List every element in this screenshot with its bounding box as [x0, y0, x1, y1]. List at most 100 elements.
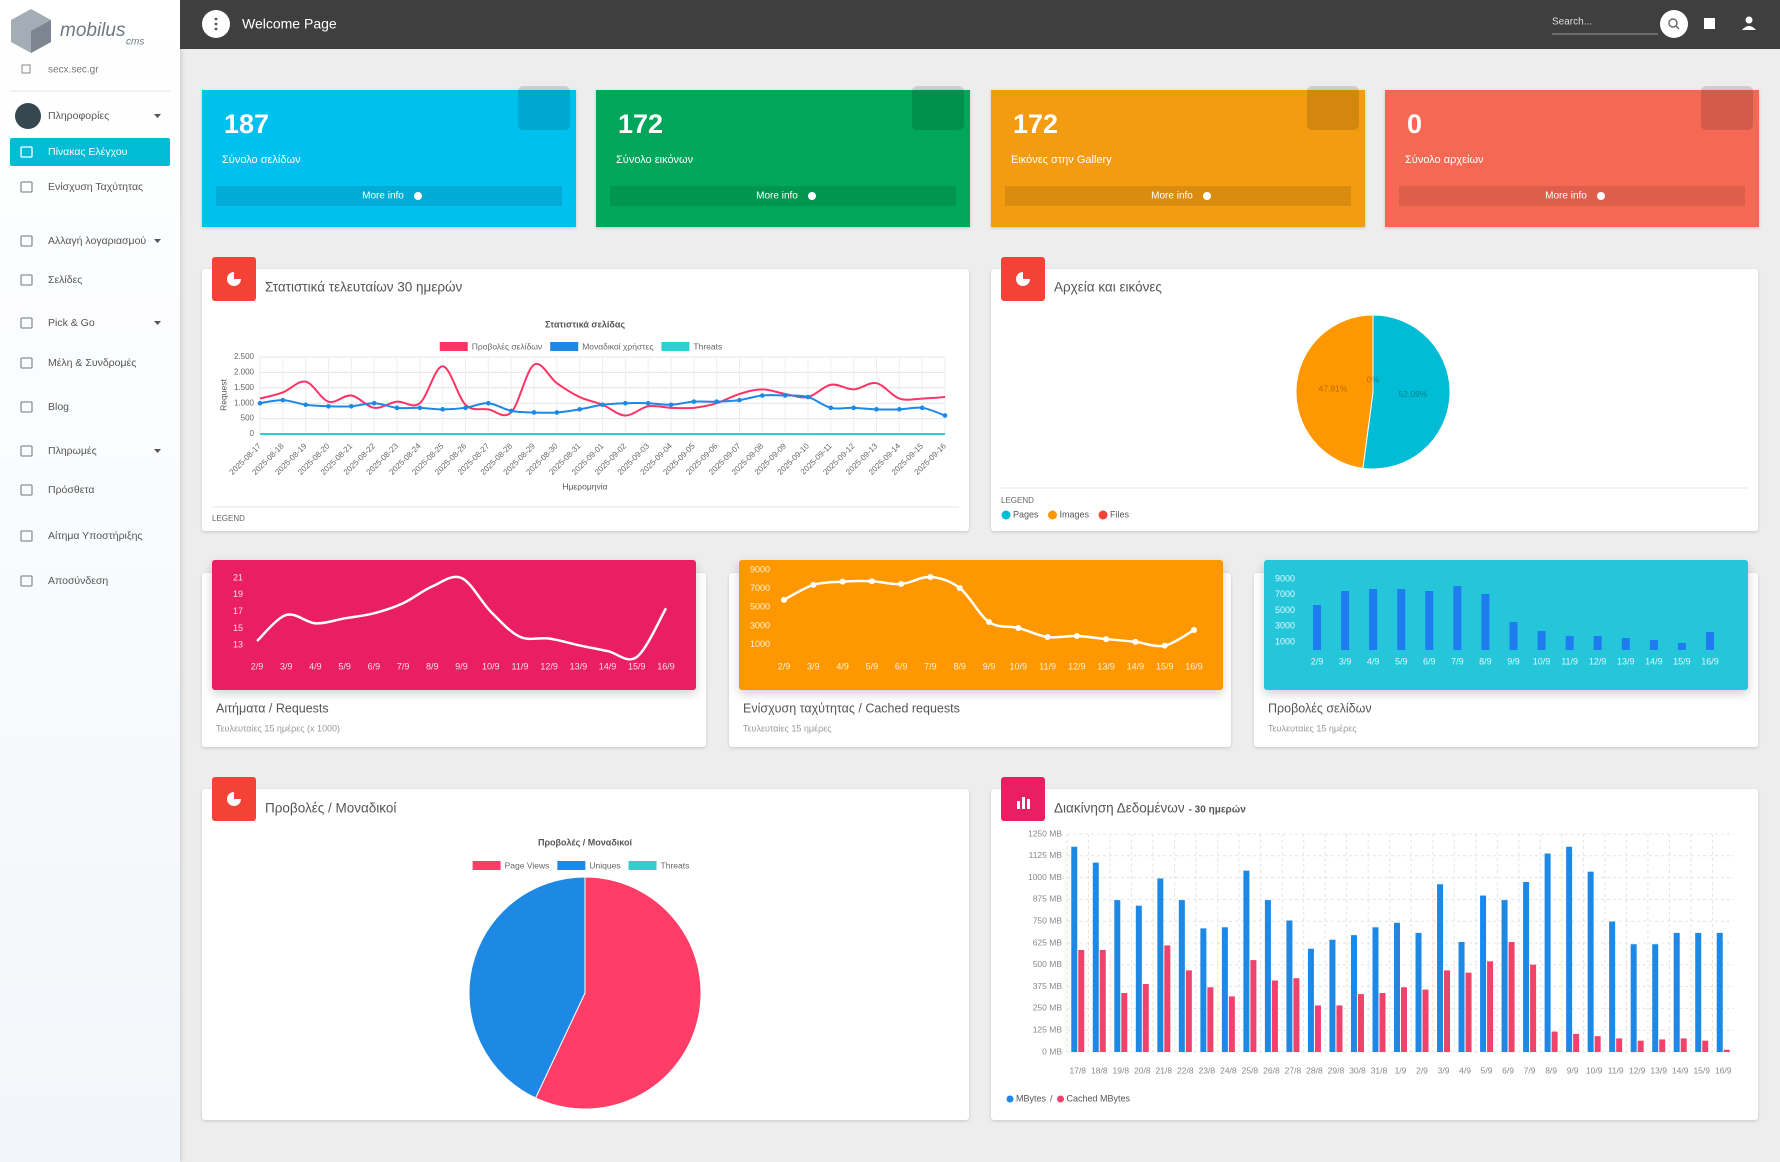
legend-dot [1098, 510, 1108, 520]
card-text: Ενίσχυση ταχύτητας / Cached requests Τευλ… [743, 701, 960, 733]
stat-box: 172 Σύνολο εικόνων More info [596, 86, 970, 227]
legend-label: Threats [661, 860, 690, 870]
more-info-icon [1203, 192, 1211, 200]
bar [1071, 846, 1078, 1052]
legend-dot [1001, 510, 1011, 520]
search-placeholder[interactable]: Search... [1552, 17, 1592, 28]
y-tick-label: 3000 [750, 620, 770, 630]
user-icon-body [1742, 26, 1756, 30]
bar [1673, 932, 1680, 1052]
legend-label: Threats [693, 341, 722, 351]
legend-dot [1057, 1095, 1065, 1103]
x-tick-label: 4/9 [1367, 656, 1380, 666]
x-tick-label: 20/8 [1134, 1065, 1151, 1075]
menu-label: Ενίσχυση Ταχύτητας [48, 181, 143, 193]
menu-label: Σελίδες [48, 274, 82, 286]
bar [1425, 590, 1434, 650]
bar [1078, 949, 1085, 1052]
bar [1652, 944, 1659, 1052]
logo-mark-face [31, 20, 51, 53]
card-chart: 13 15 17 19 21 2/9 3/9 4/9 5/9 6/9 7/9 8/9 9/9 10/9 11… [212, 560, 696, 690]
legend-label: Cached MBytes [1067, 1093, 1131, 1103]
x-tick-label: 10/9 [482, 661, 500, 671]
legend-label: Προβολές σελίδων [472, 341, 542, 351]
bar [1372, 927, 1379, 1052]
point [782, 393, 788, 398]
bar [1142, 983, 1149, 1052]
x-tick-label: 25/8 [1242, 1065, 1259, 1075]
card-title: Ενίσχυση ταχύτητας / Cached requests [743, 701, 960, 715]
menu-label: Πληρωμές [48, 445, 97, 457]
x-tick-label: 29/8 [1328, 1065, 1345, 1075]
x-tick-label: 7/9 [1451, 656, 1464, 666]
menu-item[interactable] [10, 393, 170, 421]
x-tick-label: 4/9 [309, 661, 322, 671]
x-tick-label: 5/9 [1395, 656, 1408, 666]
point [257, 400, 263, 406]
more-info-bar[interactable] [1399, 186, 1745, 206]
x-tick-label: 2/9 [1311, 656, 1324, 666]
more-info-bar[interactable] [1005, 186, 1351, 206]
x-tick-label: 14/9 [1645, 656, 1663, 666]
legend-title: LEGEND [212, 514, 245, 523]
x-tick-label: 24/8 [1220, 1065, 1237, 1075]
x-tick-label: 8/9 [426, 661, 439, 671]
chart-title: Στατιστικά σελίδας [545, 319, 625, 329]
search-button[interactable] [1660, 10, 1688, 38]
y-tick-label: 1.000 [234, 398, 255, 407]
point [303, 402, 308, 408]
bar [1401, 987, 1407, 1052]
x-tick-label: 3/9 [807, 661, 820, 671]
x-tick-label: 23/8 [1199, 1065, 1216, 1075]
point [691, 399, 697, 404]
panel-icon-glyph [1022, 797, 1025, 809]
menu-icon [20, 146, 33, 158]
x-tick-label: 16/9 [1701, 656, 1719, 666]
more-info-bar[interactable] [216, 186, 562, 206]
x-tick-label: 9/9 [455, 661, 468, 671]
bar [1228, 996, 1235, 1052]
menu-label: Blog [48, 401, 69, 413]
point [508, 408, 514, 414]
x-axis-label: Ημερομηνία [562, 481, 607, 491]
y-tick-label: 19 [233, 589, 243, 599]
x-tick-label: 16/9 [1185, 661, 1203, 671]
legend-title: LEGEND [1001, 496, 1034, 505]
bar [1716, 932, 1723, 1052]
x-tick-label: 3/9 [280, 661, 293, 671]
user-icon-head[interactable] [1745, 16, 1753, 24]
site-link[interactable]: secx.sec.gr [48, 65, 99, 76]
point [417, 405, 423, 411]
point [781, 596, 787, 603]
bar [1350, 935, 1357, 1052]
panel-graphics: Αρχεία και εικόνες 52.09% 47.91% 0% LEGEND Pa… [1001, 257, 1748, 520]
legend-dot [1048, 510, 1058, 520]
x-tick-label: 7/9 [397, 661, 410, 671]
x-tick-label: 12/9 [1629, 1065, 1646, 1075]
panel: Διακίνηση Δεδομένων - 30 ημερών 0 MB 125 MB… [991, 777, 1758, 1120]
bar [1649, 639, 1658, 650]
bookmarks-icon[interactable] [1704, 18, 1715, 29]
x-tick-label: 16/9 [1715, 1065, 1732, 1075]
stat-value: 0 [1407, 109, 1422, 139]
bar [1616, 1038, 1623, 1052]
menu-item[interactable] [10, 266, 170, 294]
x-tick-label: 12/9 [540, 661, 558, 671]
bar [1200, 928, 1207, 1052]
bar [1394, 922, 1400, 1052]
more-info-bar[interactable] [610, 186, 956, 206]
legend-label: Page Views [505, 860, 550, 870]
menu-item[interactable] [10, 138, 170, 166]
point [927, 574, 934, 580]
y-tick-label: 13 [233, 640, 243, 650]
panel-graphics: Προβολές / Μοναδικοί Προβολές / Μοναδικοί… [212, 777, 702, 1110]
x-tick-label: 26/8 [1263, 1065, 1280, 1075]
bar [1677, 642, 1686, 650]
stat-icon [1307, 86, 1359, 130]
x-tick-label: 3/9 [1438, 1065, 1450, 1075]
menu-label: Pick & Go [48, 317, 95, 329]
bar [1092, 862, 1099, 1052]
bar [1508, 941, 1515, 1052]
menu-label: Πληροφορίες [48, 110, 109, 122]
bar [1207, 987, 1214, 1052]
